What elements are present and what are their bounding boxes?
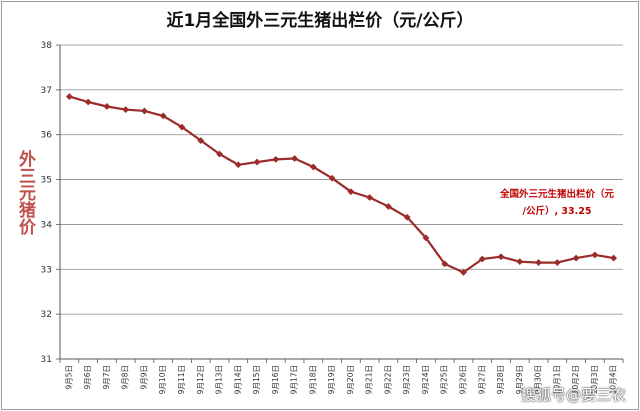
- y-axis-label: 外三元猪价: [15, 150, 35, 235]
- x-tick-label: 9月6日: [83, 365, 92, 390]
- data-point: [535, 259, 542, 266]
- annotation-line-2: /公斤）, 33.25: [523, 205, 592, 217]
- data-point: [610, 254, 618, 262]
- x-tick-label: 10月3日: [590, 365, 599, 394]
- data-point: [572, 254, 580, 262]
- data-point: [197, 137, 205, 144]
- y-tick-label: 38: [41, 41, 53, 51]
- x-tick-label: 9月23日: [402, 365, 411, 394]
- x-tick-label: 9月19日: [327, 365, 336, 394]
- x-tick-label: 9月8日: [121, 365, 130, 390]
- x-tick-label: 9月21日: [365, 365, 374, 394]
- y-tick-label: 35: [41, 176, 52, 186]
- y-tick-label: 34: [41, 220, 53, 230]
- watermark: 搜狐号@要三农: [520, 386, 626, 404]
- x-tick-label: 9月22日: [383, 365, 392, 394]
- x-tick-label: 9月25日: [440, 365, 449, 394]
- y-tick-label: 36: [41, 131, 53, 141]
- data-point: [591, 251, 599, 259]
- annotation-line-1: 全国外三元生猪出栏价（元: [499, 188, 615, 200]
- data-point: [347, 188, 355, 196]
- x-tick-label: 10月2日: [571, 365, 580, 394]
- x-tick-label: 9月26日: [458, 365, 467, 394]
- y-tick-label: 32: [41, 310, 52, 320]
- x-tick-label: 10月4日: [609, 365, 618, 394]
- data-point: [422, 234, 430, 242]
- y-tick-label: 37: [41, 86, 52, 96]
- data-point: [478, 255, 486, 263]
- data-point: [216, 150, 223, 158]
- data-point: [84, 98, 92, 106]
- data-point: [159, 112, 167, 120]
- x-tick-label: 9月5日: [64, 365, 73, 390]
- data-point: [253, 158, 261, 166]
- data-point: [460, 269, 467, 276]
- data-point: [385, 203, 392, 210]
- chart-title: 近1月全国外三元生猪出栏价（元/公斤）: [166, 11, 474, 31]
- x-tick-label: 9月17日: [290, 365, 299, 394]
- y-tick-label: 31: [41, 355, 52, 365]
- y-tick-label: 33: [41, 265, 52, 275]
- data-point: [272, 155, 280, 163]
- data-point: [65, 93, 73, 100]
- x-tick-label: 9月10日: [158, 365, 167, 394]
- data-point: [291, 155, 298, 162]
- data-point: [366, 194, 374, 201]
- x-tick-label: 9月24日: [421, 365, 430, 394]
- x-tick-label: 9月30日: [534, 365, 543, 394]
- data-point: [122, 106, 130, 113]
- data-point: [516, 258, 524, 266]
- x-tick-label: 9月20日: [346, 365, 355, 394]
- x-tick-label: 9月18日: [308, 365, 317, 394]
- series-line: [69, 95, 614, 274]
- x-tick-label: 9月12日: [196, 365, 205, 394]
- x-tick-label: 9月13日: [215, 365, 224, 394]
- x-tick-label: 9月27日: [477, 365, 486, 394]
- x-tick-label: 9月28日: [496, 365, 505, 394]
- data-point: [441, 260, 449, 268]
- x-tick-label: 9月7日: [102, 365, 111, 390]
- x-tick-label: 9月11日: [177, 365, 186, 394]
- data-point: [234, 161, 242, 169]
- data-point: [553, 259, 561, 266]
- x-tick-label: 9月9日: [139, 365, 148, 390]
- data-point: [103, 103, 111, 110]
- data-point: [403, 213, 411, 221]
- x-tick-label: 9月14日: [233, 365, 242, 394]
- data-point: [309, 163, 317, 171]
- x-tick-label: 10月1日: [552, 365, 561, 394]
- data-point: [178, 123, 186, 131]
- x-tick-label: 9月29日: [515, 365, 524, 394]
- data-point: [328, 174, 336, 182]
- data-point: [141, 107, 148, 115]
- data-point: [497, 253, 505, 261]
- x-tick-label: 9月16日: [271, 365, 280, 394]
- x-tick-label: 9月15日: [252, 365, 261, 394]
